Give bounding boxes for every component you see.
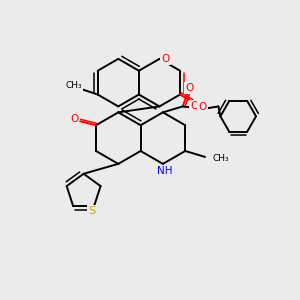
Text: O: O: [70, 114, 78, 124]
Text: O: O: [190, 101, 198, 111]
Text: O: O: [185, 82, 194, 93]
Text: O: O: [161, 54, 169, 64]
Text: CH₃: CH₃: [66, 81, 82, 90]
Text: CH₃: CH₃: [213, 154, 230, 164]
Text: NH: NH: [157, 166, 172, 176]
Text: O: O: [198, 102, 207, 112]
Text: S: S: [88, 206, 96, 216]
